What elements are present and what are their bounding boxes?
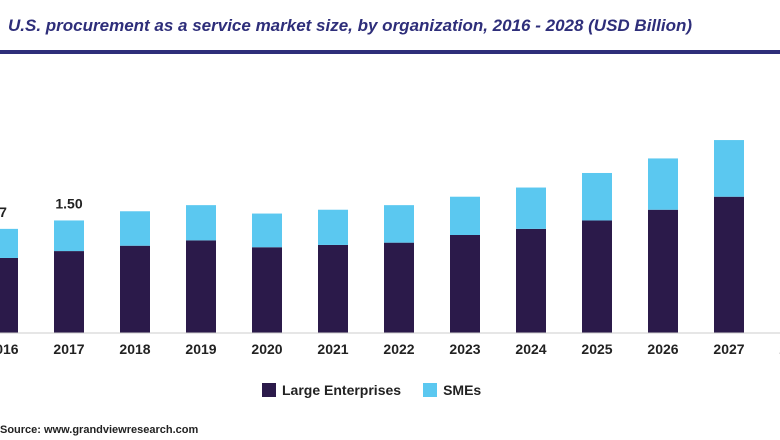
- chart-title: U.S. procurement as a service market siz…: [8, 16, 693, 35]
- bar-large-enterprises-2020: [252, 247, 282, 333]
- bar-large-enterprises-2018: [120, 245, 150, 333]
- bar-smes-2025: [582, 172, 612, 221]
- x-tick-label-2025: 2025: [581, 341, 612, 357]
- legend-item-smes: SMEs: [423, 382, 481, 398]
- bar-large-enterprises-2021: [318, 244, 348, 333]
- x-tick-label-2023: 2023: [449, 341, 480, 357]
- bar-smes-2026: [648, 158, 678, 210]
- bar-large-enterprises-2024: [516, 228, 546, 333]
- data-labels: 71.50: [0, 195, 83, 219]
- data-label-2017: 1.50: [55, 195, 82, 211]
- bar-large-enterprises-2019: [186, 240, 216, 333]
- bar-large-enterprises-2022: [384, 242, 414, 333]
- legend-swatch-smes: [423, 383, 438, 397]
- legend-label-smes: SMEs: [443, 382, 482, 398]
- stacked-bar-chart: 2016 2017 2018 2019 2020 2021 2022 2023 2024 2025…: [0, 140, 780, 357]
- bar-large-enterprises-2026: [648, 209, 678, 333]
- bar-smes-2018: [120, 211, 150, 246]
- bar-smes-2019: [186, 205, 216, 241]
- x-tick-label-2027: 2027: [713, 341, 744, 357]
- bar-smes-2024: [516, 187, 546, 229]
- bar-smes-2016: [0, 228, 18, 258]
- bar-large-enterprises-2025: [582, 220, 612, 333]
- bar-large-enterprises-2023: [450, 235, 480, 333]
- x-tick-labels: 2016 2017 2018 2019 2020 2021 2022 2023 2024 2025…: [0, 341, 780, 357]
- bar-large-enterprises-2027: [714, 196, 744, 333]
- x-tick-label-2024: 2024: [515, 341, 546, 357]
- x-tick-label-2021: 2021: [317, 341, 348, 357]
- title-rule: [0, 50, 780, 54]
- x-tick-label-2020: 2020: [251, 341, 282, 357]
- source-note: Source: www.grandviewresearch.com: [0, 424, 199, 436]
- bar-smes-2021: [318, 209, 348, 245]
- data-label-2016: 7: [0, 204, 7, 220]
- bar-smes-2017: [54, 220, 84, 252]
- x-tick-label-2017: 2017: [53, 341, 84, 357]
- x-tick-label-2022: 2022: [383, 341, 414, 357]
- x-tick-label-2016: 2016: [0, 341, 19, 357]
- bar-large-enterprises-2016: [0, 257, 18, 333]
- x-tick-label-2026: 2026: [647, 341, 678, 357]
- bar-smes-2023: [450, 196, 480, 235]
- legend: Large Enterprises SMEs: [262, 380, 503, 400]
- bar-smes-2022: [384, 205, 414, 243]
- bar-large-enterprises-2017: [54, 251, 84, 333]
- x-tick-label-2018: 2018: [119, 341, 150, 357]
- bar-smes-2027: [714, 140, 744, 197]
- x-tick-label-2019: 2019: [185, 341, 216, 357]
- legend-swatch-large-enterprises: [262, 383, 276, 397]
- bar-smes-2020: [252, 213, 282, 248]
- legend-item-large-enterprises: Large Enterprises: [262, 382, 401, 398]
- legend-label-large-enterprises: Large Enterprises: [282, 382, 402, 398]
- bars-group: [0, 140, 744, 333]
